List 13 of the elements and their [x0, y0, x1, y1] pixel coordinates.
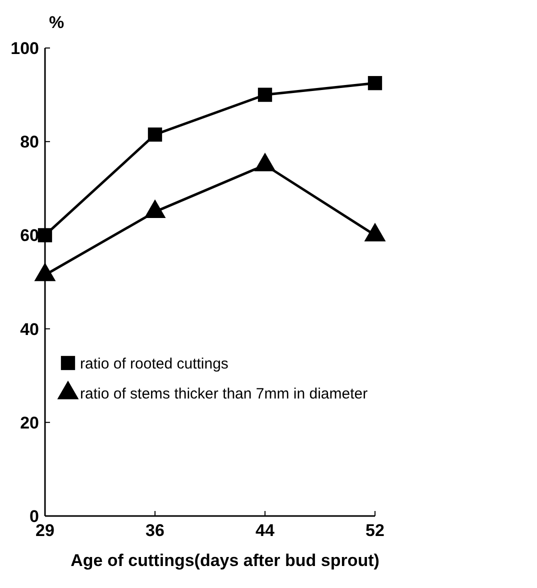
x-tick-label: 36	[146, 521, 164, 540]
x-tick-label: 52	[366, 521, 384, 540]
x-tick-label: 44	[256, 521, 275, 540]
legend-label: ratio of stems thicker than 7mm in diameter	[80, 385, 368, 402]
y-tick-label: 20	[20, 413, 39, 432]
x-axis-title: Age of cuttings(days after bud sprout)	[70, 551, 380, 570]
legend-label: ratio of rooted cuttings	[80, 355, 228, 372]
y-tick-label: 40	[20, 320, 39, 339]
y-tick-label: 100	[10, 38, 39, 58]
y-tick-label: 80	[20, 132, 39, 152]
y-tick-label: 60	[20, 226, 39, 246]
y-axis-title: %	[49, 13, 64, 32]
x-tick-label: 29	[36, 521, 54, 540]
